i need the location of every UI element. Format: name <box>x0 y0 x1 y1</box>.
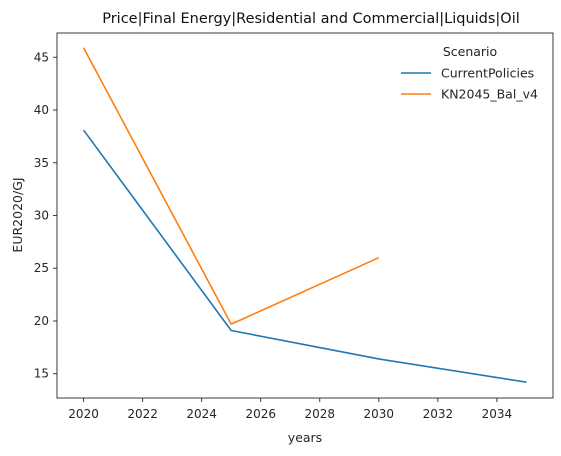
x-tick-label: 2028 <box>304 407 335 421</box>
x-tick-label: 2026 <box>245 407 276 421</box>
legend-label-2: KN2045_Bal_v4 <box>441 87 538 102</box>
x-axis: 2020 2022 2024 2026 2028 2030 2032 2034 <box>68 398 512 421</box>
y-axis-label: EUR2020/GJ <box>10 177 25 252</box>
series-line-1 <box>82 129 527 383</box>
series-lines <box>82 47 527 383</box>
y-tick-label: 40 <box>34 103 49 117</box>
x-axis-label: years <box>288 430 322 445</box>
x-tick-label: 2024 <box>186 407 217 421</box>
y-tick-label: 30 <box>34 209 49 223</box>
y-tick-label: 15 <box>34 367 49 381</box>
chart-title: Price|Final Energy|Residential and Comme… <box>102 11 520 27</box>
x-tick-label: 2032 <box>423 407 454 421</box>
series-line-2 <box>82 47 380 325</box>
y-tick-label: 45 <box>34 50 49 64</box>
legend: Scenario CurrentPolicies KN2045_Bal_v4 <box>401 44 538 102</box>
x-tick-label: 2030 <box>364 407 395 421</box>
y-tick-label: 35 <box>34 156 49 170</box>
y-tick-label: 25 <box>34 261 49 275</box>
legend-title: Scenario <box>443 44 497 59</box>
x-tick-label: 2022 <box>127 407 158 421</box>
y-axis: 15 20 25 30 35 40 45 <box>34 50 57 381</box>
x-tick-label: 2020 <box>68 407 99 421</box>
x-tick-label: 2034 <box>482 407 513 421</box>
legend-label-1: CurrentPolicies <box>441 66 534 81</box>
y-tick-label: 20 <box>34 314 49 328</box>
